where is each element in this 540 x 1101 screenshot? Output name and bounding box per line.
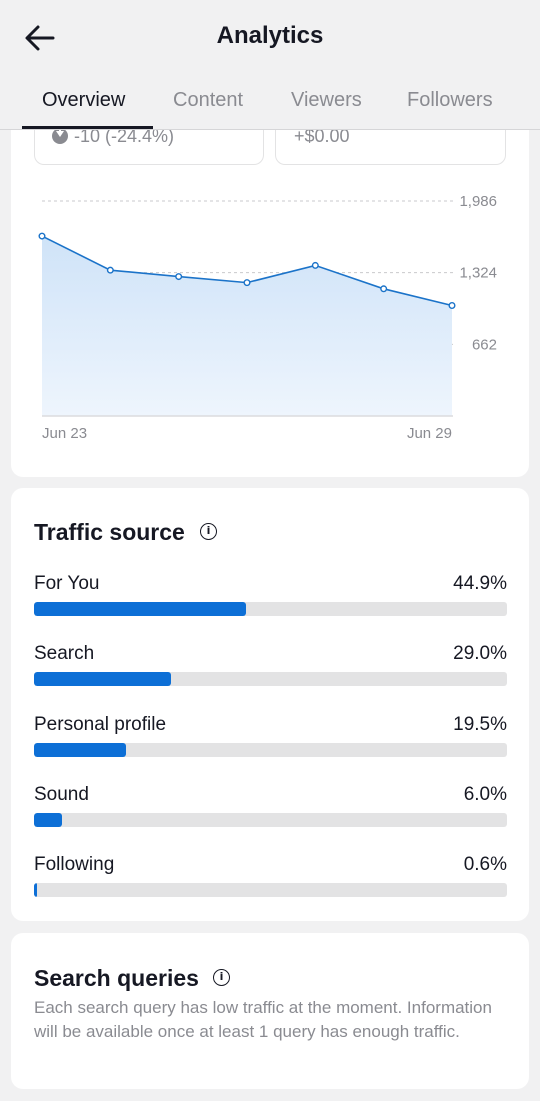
traffic-bar-track [34,672,507,686]
y-tick-label: 1,986 [459,193,497,210]
arrow-left-icon[interactable] [20,18,60,58]
y-tick-label: 662 [472,336,497,353]
search-queries-card: Search queries i Each search query has l… [11,933,529,1089]
traffic-bar-track [34,602,507,616]
chart-data-point [311,261,319,269]
traffic-row-following: Following 0.6% [34,854,507,914]
traffic-source-card: Traffic source i For You 44.9% Search 29… [11,488,529,921]
traffic-bar-fill [34,813,63,827]
traffic-bar-fill [34,743,127,757]
traffic-row-for-you: For You 44.9% [34,573,507,633]
x-tick-label: Jun 29 [407,425,452,442]
y-tick-label: 1,324 [459,265,497,282]
traffic-bar-fill [34,602,247,616]
chart-data-point [448,301,456,309]
chart-data-point [175,273,183,281]
metric-card-change[interactable]: -10 (-24.4%) [34,118,264,165]
metric-earnings-value: +$0.00 [294,126,350,146]
traffic-bar-track [34,883,507,897]
traffic-label: For You [34,573,100,594]
chart-data-point [380,285,388,293]
info-icon[interactable]: i [200,523,217,540]
header: Analytics Overview Content Viewers Follo… [0,0,540,130]
tab-viewers[interactable]: Viewers [291,89,362,111]
chart-data-point [38,232,46,240]
traffic-label: Sound [34,784,89,805]
chart-data-point [106,266,114,274]
traffic-percent: 29.0% [453,643,507,664]
traffic-percent: 44.9% [453,573,507,594]
tab-overview[interactable]: Overview [42,89,126,111]
traffic-label: Search [34,643,95,664]
traffic-bar-fill [34,672,172,686]
traffic-label: Following [34,854,115,875]
traffic-bar-fill [34,883,37,897]
search-queries-title: Search queries [34,965,199,991]
traffic-source-title: Traffic source [34,519,185,545]
chart-data-point [243,279,251,287]
traffic-row-personal-profile: Personal profile 19.5% [34,714,507,774]
search-queries-message: Each search query has low traffic at the… [34,998,492,1041]
page-title: Analytics [216,22,324,49]
traffic-row-search: Search 29.0% [34,643,507,703]
traffic-percent: 0.6% [463,854,507,875]
metric-card-earnings[interactable]: +$0.00 [275,118,506,165]
traffic-bar-track [34,743,507,757]
info-icon[interactable]: i [213,969,230,986]
traffic-row-sound: Sound 6.0% [34,784,507,844]
traffic-percent: 19.5% [453,714,507,735]
traffic-percent: 6.0% [463,784,507,805]
x-tick-label: Jun 23 [42,425,87,442]
views-line-chart: 662 1,324 1,986 Jun 23 Jun 29 [38,193,497,442]
chart-area-fill [42,236,452,416]
tab-followers[interactable]: Followers [407,89,493,111]
metric-change-value: -10 (-24.4%) [74,126,175,146]
traffic-label: Personal profile [34,714,167,735]
traffic-bar-track [34,813,507,827]
tab-content[interactable]: Content [173,89,244,111]
down-arrow-circle-icon [52,128,68,144]
active-tab-indicator [22,126,153,129]
tab-bar: Overview Content Viewers Followers [0,80,540,130]
overview-chart-card: -10 (-24.4%) +$0.00 662 1,324 1,986 Jun 23… [11,118,529,477]
